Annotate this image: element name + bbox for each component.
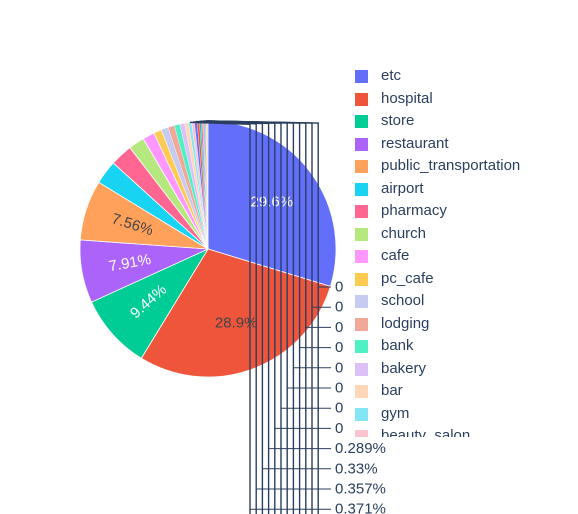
legend-item-cafe[interactable]: cafe bbox=[352, 245, 578, 268]
outside-label-4: 0 bbox=[335, 359, 343, 376]
legend-label: store bbox=[381, 112, 415, 129]
legend-item-public-transportation[interactable]: public_transportation bbox=[352, 155, 578, 178]
legend-item-etc[interactable]: etc bbox=[352, 65, 578, 88]
outside-label-7: 0 bbox=[335, 420, 343, 437]
legend-item-bar[interactable]: bar bbox=[352, 380, 578, 403]
legend-label: etc bbox=[381, 67, 402, 84]
legend-label: bakery bbox=[381, 359, 427, 377]
outside-label-5: 0 bbox=[335, 380, 343, 397]
legend-swatch bbox=[355, 407, 368, 421]
legend-swatch bbox=[355, 272, 368, 286]
legend-item-pharmacy[interactable]: pharmacy bbox=[352, 200, 578, 223]
outside-label-9: 0.33% bbox=[335, 460, 378, 477]
legend-swatch bbox=[355, 70, 368, 83]
legend-label: cafe bbox=[381, 247, 410, 264]
outside-label-10: 0.357% bbox=[335, 481, 386, 498]
legend-label: bank bbox=[381, 337, 414, 354]
legend-swatch bbox=[355, 385, 368, 398]
legend-label: lodging bbox=[381, 314, 430, 332]
outside-label-0: 0 bbox=[335, 279, 343, 296]
legend-item-pc-cafe[interactable]: pc_cafe bbox=[352, 268, 578, 291]
legend-swatch bbox=[355, 160, 368, 173]
outside-label-2: 0 bbox=[335, 319, 343, 336]
pie-slices bbox=[79, 120, 337, 378]
legend-item-restaurant[interactable]: restaurant bbox=[352, 133, 578, 156]
legend-swatch bbox=[355, 115, 368, 128]
legend-item-church[interactable]: church bbox=[352, 223, 578, 246]
outside-label-3: 0 bbox=[335, 339, 343, 356]
outside-label-8: 0.289% bbox=[335, 440, 386, 457]
legend-item-bakery[interactable]: bakery bbox=[352, 358, 578, 381]
legend-item-beauty-salon[interactable]: beauty_salon bbox=[352, 425, 578, 437]
legend-label: bar bbox=[381, 382, 403, 399]
leader-line-11 bbox=[189, 121, 251, 514]
legend-swatch bbox=[355, 92, 368, 106]
legend-swatch bbox=[355, 182, 368, 196]
leader-lines bbox=[189, 120, 331, 514]
legend-item-airport[interactable]: airport bbox=[352, 178, 578, 201]
legend-item-lodging[interactable]: lodging bbox=[352, 313, 578, 336]
legend-swatch bbox=[355, 340, 368, 353]
legend-swatch bbox=[355, 227, 368, 241]
legend-swatch bbox=[355, 295, 368, 308]
legend-label: public_transportation bbox=[381, 157, 521, 174]
legend-label: church bbox=[381, 224, 427, 242]
legend-label: pc_cafe bbox=[381, 269, 434, 287]
outside-label-1: 0 bbox=[335, 299, 343, 316]
legend-swatch bbox=[355, 137, 368, 151]
legend-swatch bbox=[355, 205, 368, 218]
legend-label: airport bbox=[381, 179, 424, 197]
legend-label: school bbox=[381, 292, 425, 309]
legend-swatch bbox=[355, 430, 368, 437]
legend-label: restaurant bbox=[381, 134, 449, 152]
legend-label: pharmacy bbox=[381, 202, 447, 219]
outside-label-11: 0.371% bbox=[335, 501, 386, 514]
legend-item-gym[interactable]: gym bbox=[352, 403, 578, 426]
legend-item-hospital[interactable]: hospital bbox=[352, 88, 578, 111]
legend-swatch bbox=[355, 317, 368, 331]
outside-labels: 0 0 0 0 0 0 0 0 0.289% 0.33% 0.357% 0.371% bbox=[335, 279, 386, 514]
legend-swatch bbox=[355, 250, 368, 263]
outside-label-6: 0 bbox=[335, 400, 343, 417]
legend-label: gym bbox=[381, 404, 410, 422]
pie-slice-store[interactable] bbox=[91, 248, 210, 359]
slice-label-etc: 29.6% bbox=[251, 193, 294, 210]
legend-label: beauty_salon bbox=[381, 427, 471, 437]
legend-label: hospital bbox=[381, 89, 433, 107]
legend-item-school[interactable]: school bbox=[352, 290, 578, 313]
legend-item-bank[interactable]: bank bbox=[352, 335, 578, 358]
legend: etc hospital store restaurant public_transpo… bbox=[352, 65, 578, 437]
slice-label-hospital: 28.9% bbox=[215, 315, 258, 332]
legend-swatch bbox=[355, 362, 368, 376]
legend-item-store[interactable]: store bbox=[352, 110, 578, 133]
